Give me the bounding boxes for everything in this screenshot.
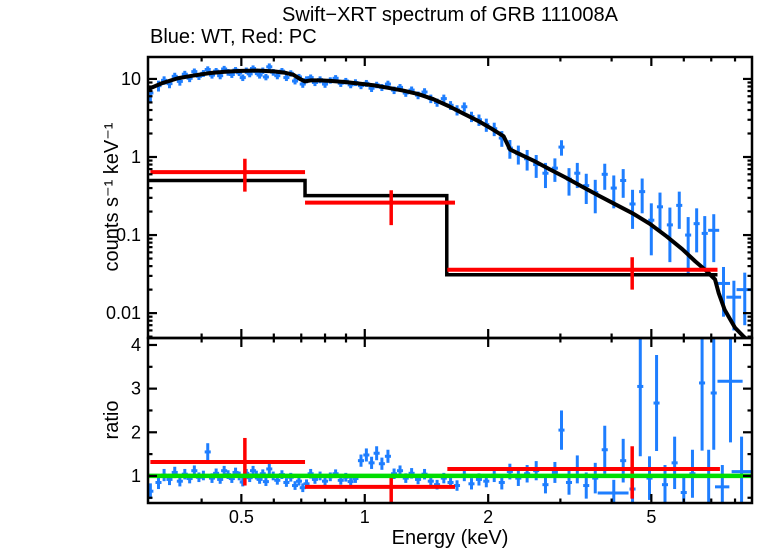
y-tick-label: 1: [131, 147, 141, 167]
ratio-tick-label: 2: [131, 422, 141, 442]
chart-subtitle: Blue: WT, Red: PC: [150, 26, 317, 48]
ratio-tick-label: 4: [131, 335, 141, 355]
y-axis-label-counts: counts s⁻¹ keV⁻¹: [101, 122, 123, 272]
x-tick-label: 2: [483, 507, 493, 527]
pc-model-steps: [148, 178, 718, 277]
x-tick-label: 1: [360, 507, 370, 527]
x-axis-label: Energy (keV): [391, 527, 509, 549]
y-tick-label: 10: [121, 69, 141, 89]
top-panel-data: [148, 63, 752, 338]
ratio-tick-label: 3: [131, 379, 141, 399]
wt-model-curve: [148, 68, 749, 338]
y-axis-label-ratio: ratio: [101, 400, 123, 440]
x-tick-label: 0.5: [229, 507, 254, 527]
ratio-panel-frame: [146, 336, 754, 505]
ratio-tick-label: 1: [131, 466, 141, 486]
ratio-panel-data: [148, 338, 752, 503]
chart-title: Swift−XRT spectrum of GRB 111008A: [282, 4, 618, 26]
x-tick-label: 5: [646, 507, 656, 527]
y-tick-label: 0.1: [116, 225, 141, 245]
y-tick-label: 0.01: [106, 303, 141, 323]
